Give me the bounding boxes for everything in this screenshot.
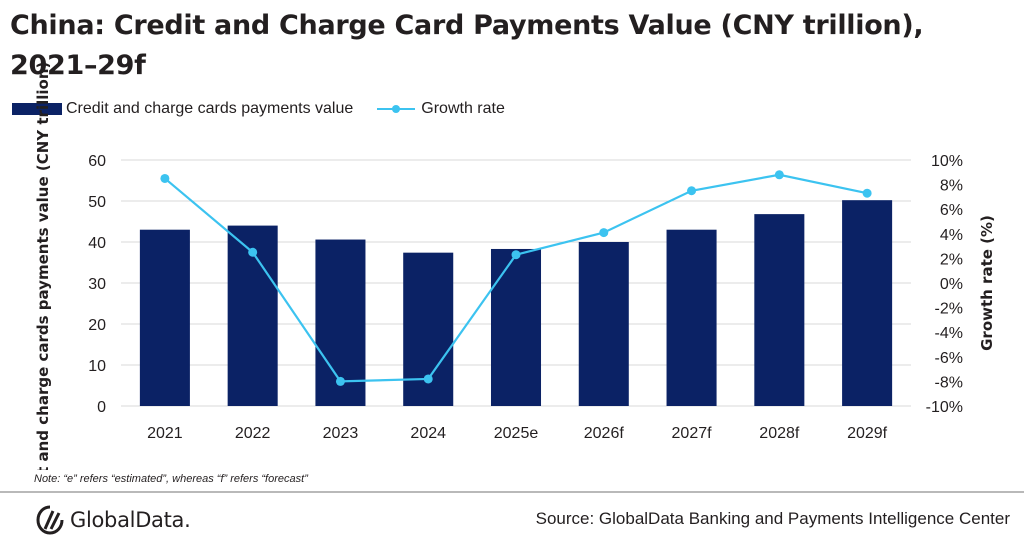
growth-rate-point [687, 186, 697, 196]
legend-bar-swatch [12, 103, 62, 115]
y-tick-label: 50 [88, 194, 106, 211]
x-tick-label: 2021 [147, 425, 183, 442]
legend-bar-label: Credit and charge cards payments value [66, 100, 354, 117]
y2-tick-label: -4% [935, 325, 963, 342]
globaldata-logo: GlobalData. [36, 505, 191, 535]
y2-tick-label: 2% [940, 251, 963, 268]
legend: Credit and charge cards payments value G… [12, 96, 529, 122]
y-axis-title: Credit and charge cards payments value (… [34, 62, 52, 470]
growth-rate-point [248, 247, 258, 257]
legend-item-bar: Credit and charge cards payments value [12, 100, 353, 118]
growth-rate-point [599, 228, 609, 238]
y-tick-label: 0 [97, 399, 106, 416]
y2-tick-label: -10% [926, 399, 963, 416]
x-tick-label: 2025e [494, 425, 539, 442]
logo-wordmark: GlobalData. [70, 508, 191, 532]
x-tick-label: 2024 [410, 425, 446, 442]
y2-tick-label: 0% [940, 276, 963, 293]
x-tick-label: 2029f [847, 425, 888, 442]
globaldata-logo-icon [36, 505, 64, 535]
growth-rate-point [335, 376, 345, 386]
y-tick-label: 20 [88, 317, 106, 334]
chart-title: China: Credit and Charge Card Payments V… [10, 10, 924, 81]
legend-item-line: Growth rate [377, 100, 505, 118]
y2-tick-label: 8% [940, 178, 963, 195]
footer-divider [0, 491, 1024, 493]
footnote: Note: “e” refers “estimated”, whereas “f… [34, 473, 308, 485]
y2-axis-title: Growth rate (%) [978, 215, 996, 351]
x-tick-label: 2028f [759, 425, 800, 442]
y-tick-label: 10 [88, 358, 106, 375]
growth-rate-point [774, 170, 784, 180]
bar [666, 229, 717, 406]
chart-plot: 0 10 20 30 40 50 60 -10% -8% -6% -4% -2% 0% 2% 4% 6% 8%… [34, 62, 996, 470]
y2-tick-label: 6% [940, 202, 963, 219]
y2-tick-label: -2% [935, 301, 963, 318]
legend-line-swatch [377, 103, 416, 115]
bar [754, 214, 805, 406]
bar [490, 248, 542, 406]
y-tick-label: 60 [88, 153, 106, 170]
y2-tick-label: 10% [931, 153, 963, 170]
y2-tick-label: -8% [935, 374, 963, 391]
y-tick-label: 30 [88, 276, 106, 293]
x-tick-label: 2023 [323, 425, 359, 442]
growth-rate-point [862, 188, 872, 198]
bar [139, 229, 190, 406]
growth-rate-point [160, 173, 170, 183]
x-tick-label: 2027f [672, 425, 713, 442]
y-tick-label: 40 [88, 235, 106, 252]
x-tick-label: 2022 [235, 425, 271, 442]
y2-tick-label: 4% [940, 227, 963, 244]
y2-tick-label: -6% [935, 350, 963, 367]
bar [578, 242, 629, 406]
growth-rate-point [423, 374, 433, 384]
bar [842, 200, 893, 406]
x-tick-label: 2026f [584, 425, 625, 442]
growth-rate-point [511, 250, 521, 260]
legend-line-label: Growth rate [421, 100, 505, 117]
source-text: Source: GlobalData Banking and Payments … [535, 509, 1010, 528]
